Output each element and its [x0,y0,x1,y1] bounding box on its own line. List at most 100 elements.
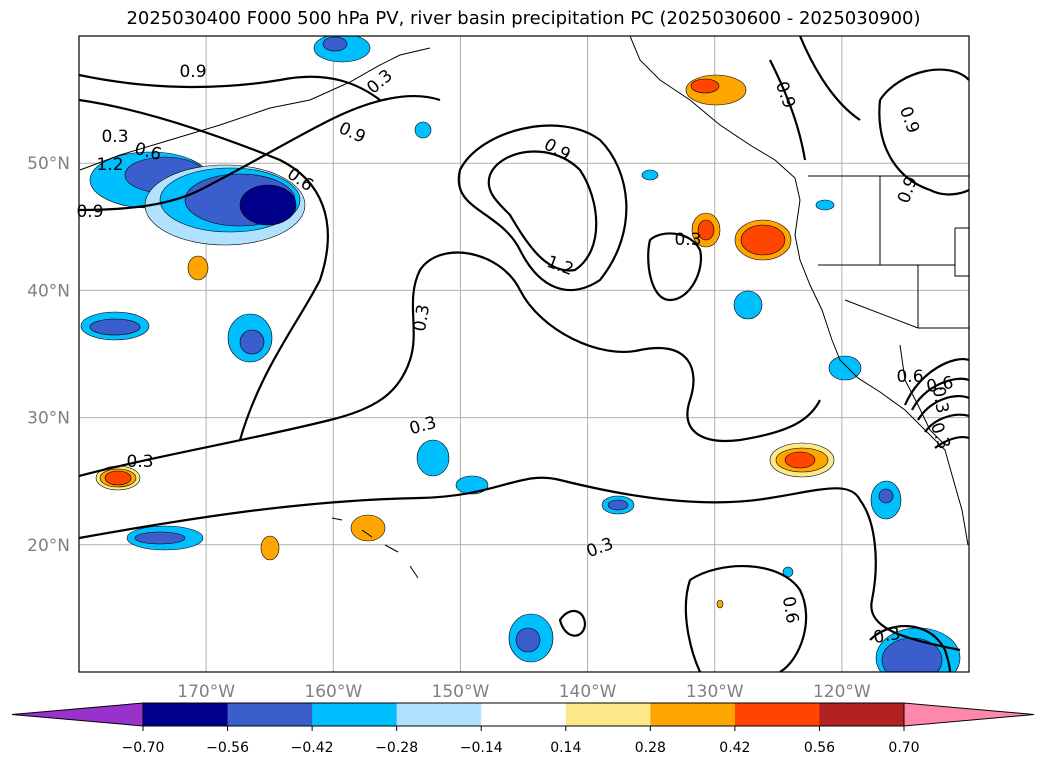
precip-anomaly-region [733,290,763,320]
precip-anomaly-patch [733,290,763,320]
pv-contour-socal-3 [917,394,969,421]
pv-contour-socal-4 [924,413,969,433]
contour-label: 0.9 [771,79,799,111]
contour-label: 0.9 [894,174,922,206]
grid [79,36,969,672]
contour-label: 0.3 [410,303,434,333]
precip-anomaly-region [734,219,792,261]
precip-anomaly-patch [815,199,835,211]
contour-label: 0.6 [778,595,802,625]
pv-contours [79,36,969,672]
x-tick-label: 150°W [432,682,490,702]
y-tick-label: 40°N [27,281,70,301]
contour-label: 0.3 [126,452,153,472]
precip-anomaly-region [126,525,204,551]
colorbar-extend-high [903,702,1035,727]
contour-label: 0.9 [336,118,369,148]
colorbar-segment [227,703,313,726]
contour-label: 0.9 [179,62,206,82]
pv-contour-0.9-east [79,94,441,212]
pv-contour-0.6-se [869,624,952,672]
colorbar-segment [565,703,651,726]
precip-anomaly-region [601,495,635,515]
contour-label: 0.9 [895,104,923,136]
contour-label: 0.3 [363,66,397,99]
pv-contour-socal-5 [934,436,969,449]
precip-anomaly-patch [134,531,186,545]
north-america-coast [629,36,969,546]
pv-contour-socal-1 [903,358,969,406]
pv-contour-0.9-center [457,124,628,292]
precip-anomaly-region [455,475,489,495]
colorbar-tick-label: −0.14 [460,740,503,756]
aleutian-coast [79,47,431,171]
precip-anomaly-patch [322,36,348,52]
x-axis-ticks: 170°W 160°W 150°W 140°W 130°W 120°W [177,682,871,702]
contour-label: 0.3 [407,413,438,439]
colorbar-tick-label: 0.56 [804,740,835,756]
precip-anomaly-region [144,164,306,246]
hawaii-islands [331,517,419,579]
contour-label: 0.3 [928,385,952,415]
colorbar-tick-label: −0.28 [375,740,418,756]
state-borders [818,176,969,329]
precip-anomaly-patch [828,355,862,381]
precip-anomaly-patch [641,169,659,181]
pv-contour-0.9-far-east [878,68,969,196]
precip-anomaly-patch [690,78,720,94]
precip-anomaly-region [641,169,659,181]
precip-anomaly-patch [716,599,724,609]
colorbar-segment [819,703,905,726]
precip-anomaly-patch [697,219,715,241]
contour-label: 0.9 [76,202,103,222]
colorbar-segment [481,703,567,726]
pv-contour-0.3-mid [79,251,821,478]
precip-anomaly-patch [239,329,265,355]
precip-anomaly-region [875,627,961,672]
pv-contour-0.3-north [79,73,381,101]
colorbar-segment [650,703,736,726]
y-tick-label: 50°N [27,154,70,174]
precip-anomaly-region [313,36,371,63]
colorbar-tick-label: 0.14 [550,740,581,756]
precip-anomaly-patch [455,475,489,495]
colorbar-segment [734,703,820,726]
precip-anomaly-patch [350,514,386,542]
precip-anomaly-patch [104,470,132,486]
precip-anomaly-region [685,74,747,106]
y-axis-ticks: 50°N 40°N 30°N 20°N [27,154,70,556]
contour-label: 0.3 [584,534,616,562]
x-tick-label: 160°W [304,682,362,702]
pv-contour-0.3-sw [684,565,808,672]
contour-label: 0.6 [925,373,955,397]
precip-anomaly-patch [515,627,541,653]
precip-anomaly-region [95,465,141,491]
precip-anomaly-region [260,535,280,561]
colorbar-segment [143,703,229,726]
pv-contour-0.3-gulf [769,36,861,161]
y-tick-label: 20°N [27,536,70,556]
chart-title: 2025030400 F000 500 hPa PV, river basin … [126,8,921,29]
x-tick-label: 140°W [559,682,617,702]
precip-anomaly-region [187,255,209,281]
precip-anomaly-region [769,442,835,478]
coastlines [79,36,969,579]
plot-frame [78,35,970,673]
pv-contour-0.3-small [558,609,587,637]
pv-contour-socal-2 [911,377,969,411]
colorbar-segment [312,703,398,726]
colorbar-tick-label: −0.56 [206,740,249,756]
precip-anomaly-region [414,121,432,139]
precip-anomaly-patch [416,439,450,477]
precip-anomaly-patch [607,499,629,511]
pv-contour-1.2 [487,150,598,272]
precip-anomaly-region [227,313,273,363]
colorbar-frame [142,702,905,727]
x-tick-label: 170°W [177,682,235,702]
precip-anomaly-patch [89,318,141,336]
precip-anomaly-region [828,355,862,381]
precip-anomaly-patch [260,535,280,561]
precip-anomaly-region [716,599,724,609]
precip-anomaly-region [416,439,450,477]
